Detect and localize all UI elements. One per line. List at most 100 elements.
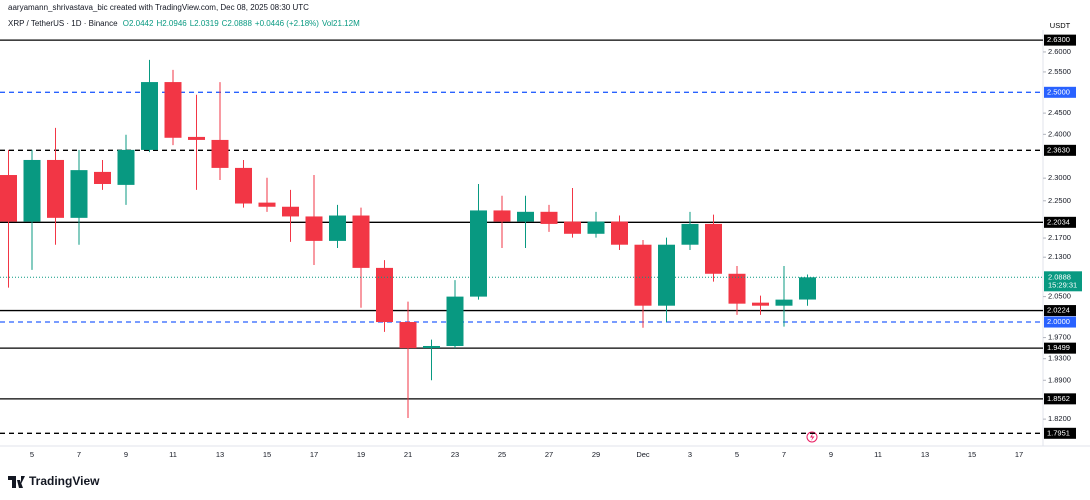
x-tick-label: 7	[77, 450, 81, 459]
ohlc-value: +0.0446 (+2.18%)	[254, 19, 319, 28]
x-tick-label: 17	[1015, 450, 1023, 459]
x-tick-label: 21	[404, 450, 412, 459]
candle-body	[611, 221, 628, 245]
x-tick-label: 5	[30, 450, 34, 459]
candle-body	[399, 322, 417, 349]
candle-body	[0, 175, 17, 222]
candle-body	[211, 139, 229, 168]
candle-body	[164, 82, 182, 138]
x-tick-label: 17	[310, 450, 318, 459]
candle-body	[446, 296, 464, 346]
x-tick-label: 25	[498, 450, 506, 459]
ohlc-value: O2.0442	[122, 19, 154, 28]
x-tick-label: Dec	[636, 450, 650, 459]
x-tick-label: 11	[874, 450, 882, 459]
y-tick-label: 1.9700	[1048, 333, 1071, 342]
candle-body	[728, 273, 746, 304]
level-label: 2.3630	[1047, 145, 1070, 154]
candle-body	[23, 159, 41, 222]
level-badge	[1044, 305, 1076, 317]
candle-body	[634, 244, 652, 306]
last-price-label: 2.0888	[1048, 272, 1071, 281]
level-badge	[1044, 34, 1076, 46]
y-tick-label: 2.2500	[1048, 196, 1071, 205]
level-badge	[1044, 427, 1076, 439]
candle-body	[117, 149, 135, 185]
level-label: 2.0224	[1047, 306, 1070, 315]
x-tick-label: 15	[968, 450, 976, 459]
level-badge	[1044, 216, 1076, 228]
ohlc-value: L2.0319	[189, 19, 219, 28]
y-tick-label: 2.1300	[1048, 252, 1071, 261]
candle-body	[658, 244, 675, 306]
x-tick-label: 9	[124, 450, 128, 459]
candle-body	[564, 221, 581, 234]
countdown: 15:29:31	[1048, 280, 1077, 289]
x-tick-label: 13	[216, 450, 224, 459]
candle-body	[799, 277, 816, 300]
level-label: 1.9499	[1047, 343, 1070, 352]
level-badge	[1044, 393, 1076, 405]
y-unit: USDT	[1050, 21, 1071, 30]
level-label: 2.6300	[1047, 35, 1070, 44]
level-badge	[1044, 316, 1076, 328]
candle-body	[540, 211, 558, 224]
x-tick-label: 3	[688, 450, 692, 459]
brand: TradingView	[29, 474, 100, 488]
y-tick-label: 2.3000	[1048, 173, 1071, 182]
level-label: 1.8562	[1047, 394, 1070, 403]
candle-body	[775, 299, 793, 306]
legend-line: XRP / TetherUS · 1D · Binance O2.0442 H2.…	[8, 19, 366, 28]
candle-body	[305, 216, 323, 241]
candle-body	[188, 136, 205, 140]
x-tick-label: 15	[263, 450, 271, 459]
candle-body	[470, 210, 487, 297]
candle-body	[94, 171, 111, 184]
candle-body	[376, 267, 393, 323]
candle-body	[587, 221, 605, 234]
y-tick-label: 2.5500	[1048, 67, 1071, 76]
credit: aaryamann_shrivastava_bic created with T…	[8, 3, 309, 12]
candle-body	[329, 215, 346, 241]
x-tick-label: 5	[735, 450, 739, 459]
candle-body	[352, 215, 370, 268]
ohlc-value: C2.0888	[221, 19, 252, 28]
candle-body	[70, 170, 88, 218]
candle-body	[141, 82, 158, 150]
level-badge	[1044, 144, 1076, 156]
candle-body	[423, 345, 440, 349]
y-tick-label: 1.8900	[1048, 375, 1071, 384]
logo: TradingView	[8, 474, 100, 488]
candle-body	[752, 302, 769, 306]
y-tick-label: 2.0500	[1048, 292, 1071, 301]
x-tick-label: 23	[451, 450, 459, 459]
ohlc-values: O2.0442 H2.0946 L2.0319 C2.0888 +0.0446 (+2.…	[123, 19, 363, 28]
candle-body	[517, 211, 534, 222]
candle-body	[705, 223, 722, 274]
level-label: 1.7951	[1047, 428, 1070, 437]
ohlc-value: H2.0946	[156, 19, 187, 28]
event-icon-bolt	[810, 433, 815, 441]
y-tick-label: 1.8200	[1048, 414, 1071, 423]
level-badge	[1044, 86, 1076, 98]
candle-body	[258, 202, 276, 207]
y-tick-label: 2.4500	[1048, 108, 1071, 117]
candle-body	[493, 210, 511, 222]
x-tick-label: 13	[921, 450, 929, 459]
ohlc-value: Vol21.12M	[321, 19, 360, 28]
level-label: 2.0000	[1047, 317, 1070, 326]
x-tick-label: 19	[357, 450, 365, 459]
y-tick-label: 1.9300	[1048, 354, 1071, 363]
x-tick-label: 11	[169, 450, 177, 459]
x-tick-label: 27	[545, 450, 553, 459]
y-tick-label: 2.4000	[1048, 129, 1071, 138]
candle-body	[282, 206, 299, 217]
level-label: 2.5000	[1047, 87, 1070, 96]
x-tick-label: 9	[829, 450, 833, 459]
x-tick-label: 29	[592, 450, 600, 459]
candle-body	[681, 223, 699, 245]
level-badge	[1044, 342, 1076, 354]
symbol: XRP / TetherUS · 1D · Binance	[8, 19, 118, 28]
